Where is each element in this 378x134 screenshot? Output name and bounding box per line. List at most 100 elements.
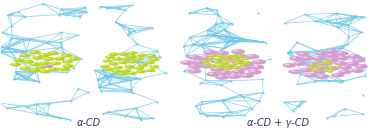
Point (58, 46, 64, 49)
Point (255, 12, 261, 14)
Circle shape (41, 62, 45, 63)
Circle shape (208, 72, 220, 77)
Point (359, 31, 365, 34)
Circle shape (242, 74, 254, 78)
Circle shape (119, 73, 123, 74)
Circle shape (147, 61, 150, 63)
Circle shape (51, 62, 61, 66)
Circle shape (284, 64, 296, 68)
Circle shape (203, 61, 210, 63)
Circle shape (190, 65, 202, 69)
Circle shape (218, 64, 225, 66)
Circle shape (110, 63, 114, 64)
Circle shape (231, 54, 239, 57)
Circle shape (252, 59, 266, 64)
Circle shape (187, 69, 201, 74)
Circle shape (210, 65, 217, 67)
Circle shape (208, 57, 211, 58)
Circle shape (315, 70, 326, 74)
Point (0, 31, 5, 34)
Point (324, 55, 330, 57)
Circle shape (327, 50, 338, 54)
Circle shape (336, 66, 341, 68)
Circle shape (322, 62, 333, 66)
Circle shape (333, 74, 338, 75)
Circle shape (303, 56, 314, 60)
Circle shape (139, 64, 148, 67)
Circle shape (41, 70, 50, 74)
Point (338, 81, 344, 83)
Point (232, 40, 238, 43)
Circle shape (328, 71, 330, 72)
Point (228, 111, 234, 113)
Point (225, 40, 231, 43)
Point (220, 100, 226, 102)
Circle shape (202, 64, 214, 68)
Point (256, 100, 262, 102)
Point (204, 7, 210, 9)
Circle shape (129, 52, 137, 55)
Circle shape (315, 64, 321, 66)
Point (128, 89, 134, 91)
Point (197, 82, 203, 85)
Point (187, 36, 193, 38)
Point (8, 13, 14, 15)
Circle shape (231, 64, 237, 66)
Circle shape (217, 55, 225, 57)
Circle shape (326, 66, 339, 71)
Circle shape (19, 66, 31, 70)
Circle shape (325, 61, 328, 62)
Point (242, 38, 248, 41)
Point (312, 79, 318, 82)
Circle shape (230, 59, 244, 64)
Circle shape (323, 70, 329, 72)
Circle shape (307, 74, 311, 75)
Circle shape (203, 64, 208, 66)
Circle shape (324, 60, 330, 63)
Point (346, 36, 352, 38)
Point (202, 66, 208, 68)
Circle shape (207, 57, 215, 60)
Point (215, 14, 221, 16)
Circle shape (195, 60, 200, 62)
Point (104, 7, 110, 9)
Point (295, 59, 301, 61)
Circle shape (215, 66, 223, 69)
Circle shape (308, 63, 313, 65)
Circle shape (191, 65, 195, 66)
Circle shape (146, 61, 155, 64)
Point (193, 105, 199, 107)
Point (225, 65, 231, 67)
Circle shape (124, 65, 135, 68)
Circle shape (138, 70, 141, 72)
Circle shape (230, 75, 235, 77)
Circle shape (235, 60, 239, 61)
Circle shape (138, 70, 146, 73)
Circle shape (217, 51, 229, 56)
Point (105, 76, 111, 78)
Circle shape (62, 64, 74, 68)
Circle shape (245, 54, 259, 59)
Point (340, 80, 346, 82)
Point (20, 38, 26, 40)
Circle shape (234, 67, 240, 69)
Circle shape (115, 66, 123, 69)
Point (204, 115, 210, 117)
Point (220, 116, 226, 118)
Circle shape (120, 53, 129, 56)
Point (281, 101, 287, 103)
Circle shape (151, 66, 160, 69)
Point (326, 48, 332, 51)
Circle shape (338, 56, 349, 60)
Point (330, 55, 336, 57)
Point (0, 51, 4, 53)
Circle shape (324, 66, 326, 67)
Circle shape (217, 67, 223, 69)
Circle shape (250, 65, 264, 70)
Circle shape (328, 71, 333, 73)
Circle shape (338, 52, 342, 53)
Circle shape (209, 55, 217, 57)
Circle shape (244, 62, 251, 64)
Circle shape (215, 61, 218, 62)
Circle shape (233, 53, 247, 58)
